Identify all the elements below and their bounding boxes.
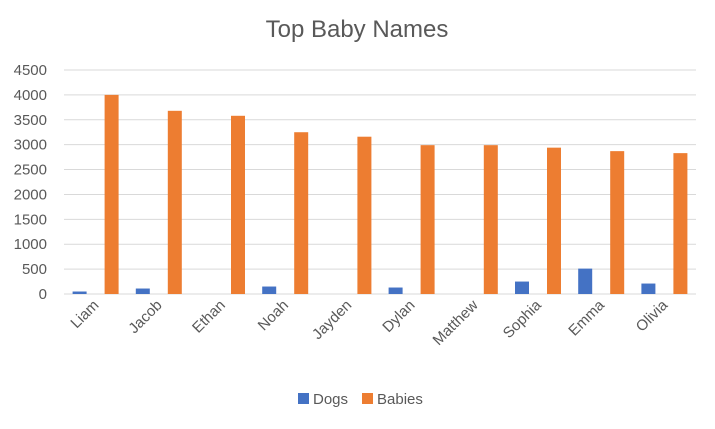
bar-dogs-olivia [641, 283, 656, 294]
x-category-label: Jacob [125, 297, 165, 337]
y-tick-label: 1000 [14, 236, 47, 253]
bar-dogs-jacob [135, 288, 150, 294]
bar-dogs-liam [72, 291, 87, 294]
y-tick-label: 1500 [14, 211, 47, 228]
x-category-label: Sophia [500, 296, 546, 342]
x-category-label: Liam [67, 297, 102, 332]
y-tick-label: 0 [39, 286, 47, 303]
bar-dogs-sophia [515, 281, 529, 294]
bar-babies-jacob [167, 110, 182, 294]
y-tick-label: 2000 [14, 186, 47, 203]
y-tick-label: 3500 [14, 112, 47, 129]
x-category-label: Noah [255, 297, 292, 334]
bar-babies-olivia [673, 153, 688, 294]
y-tick-label: 500 [22, 261, 47, 278]
bar-dogs-noah [262, 286, 277, 294]
x-category-label: Ethan [189, 297, 229, 337]
legend-label-dogs: Dogs [313, 391, 348, 408]
bar-babies-dylan [420, 145, 435, 294]
bar-dogs-dylan [388, 287, 403, 294]
bar-babies-liam [104, 94, 119, 294]
bar-babies-sophia [547, 147, 561, 294]
y-tick-label: 4500 [14, 62, 47, 79]
y-axis-tick-labels: 0 500 1000 1500 2000 2500 3000 3500 4000 4500 [14, 62, 47, 303]
bars [72, 94, 688, 294]
x-category-label: Emma [565, 296, 608, 339]
bar-dogs-emma [578, 268, 593, 294]
gridlines [64, 69, 696, 295]
legend-label-babies: Babies [377, 391, 423, 408]
bar-babies-noah [294, 132, 309, 294]
bar-babies-emma [610, 151, 625, 294]
y-tick-label: 2500 [14, 162, 47, 179]
x-category-label: Dylan [379, 297, 418, 336]
bar-babies-matthew [483, 145, 498, 294]
y-tick-label: 4000 [14, 87, 47, 104]
bar-babies-ethan [231, 115, 245, 294]
x-category-label: Matthew [430, 297, 482, 349]
x-category-label: Olivia [633, 296, 672, 335]
x-category-label: Jayden [309, 297, 355, 343]
chart-title: Top Baby Names [266, 16, 449, 43]
legend: Dogs Babies [298, 391, 423, 408]
bar-babies-jayden [357, 136, 372, 294]
legend-swatch-babies [362, 393, 373, 404]
y-tick-label: 3000 [14, 137, 47, 154]
legend-swatch-dogs [298, 393, 309, 404]
x-axis-category-labels: Liam Jacob Ethan Noah Jayden Dylan Matthew Soph… [67, 296, 671, 349]
